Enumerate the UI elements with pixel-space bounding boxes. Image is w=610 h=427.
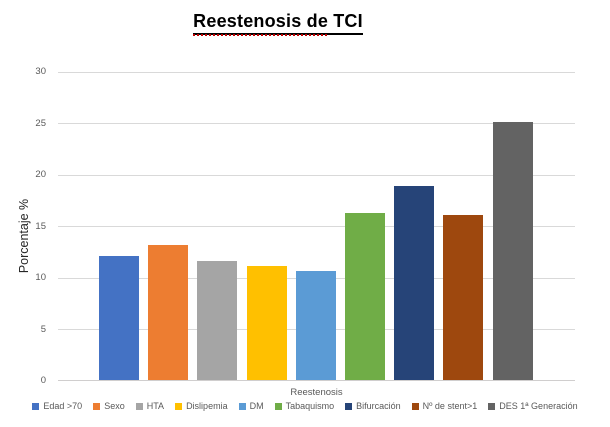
legend-item-des-1-generacion[interactable]: DES 1ª Generación [488,401,578,411]
bar-hta[interactable] [197,261,238,380]
bar-bifurcacion[interactable] [394,186,435,380]
bar-tabaquismo[interactable] [345,213,385,380]
legend-label: Edad >70 [43,401,83,411]
legend-label: Sexo [104,401,125,411]
bar-sexo[interactable] [148,245,189,380]
plot-area [58,71,575,381]
chart-title-wrap: Reestenosis de TCI [0,11,556,36]
bar-des-1-generacion[interactable] [492,122,533,380]
legend-swatch-icon [345,402,353,410]
legend-label: DES 1ª Generación [499,401,578,411]
legend-label: Nº de stent>1 [422,401,478,411]
bar-edad-70[interactable] [99,256,139,380]
gridline-30 [58,71,575,73]
legend-item-sexo[interactable]: Sexo [93,401,125,411]
spellcheck-underline [193,34,328,36]
legend-swatch-icon [32,402,40,410]
x-axis-line [58,380,575,381]
y-tick-label-15: 15 [35,220,46,232]
legend-item-hta[interactable]: HTA [135,401,165,411]
legend-label: HTA [146,401,165,411]
legend-label: Bifurcación [356,401,401,411]
legend-item-dislipemia[interactable]: Dislipemia [175,401,228,411]
legend-item-edad-70[interactable]: Edad >70 [32,401,82,411]
legend-swatch-icon [274,402,282,410]
legend-item-dm[interactable]: DM [238,401,264,411]
chart-title[interactable]: Reestenosis de TCI [193,11,363,36]
legend: Edad >70 Sexo HTA Dislipemia DM Tabaquismo Bif… [0,401,610,411]
gridline-20 [58,174,575,176]
legend-swatch-icon [411,402,419,410]
legend-item-n-de-stent-1[interactable]: Nº de stent>1 [411,401,478,411]
bar-dm[interactable] [295,271,336,380]
gridline-15 [58,226,575,227]
legend-label: DM [249,401,264,411]
gridline-25 [58,123,575,124]
x-axis-category-label: Reestenosis [290,387,343,398]
y-tick-label-5: 5 [40,323,46,335]
y-axis-title[interactable]: Porcentaje % [17,198,31,274]
bar-n-de-stent-1[interactable] [443,215,484,380]
legend-swatch-icon [175,402,183,410]
legend-label: Dislipemia [186,401,228,411]
y-tick-label-30: 30 [35,66,46,77]
legend-item-bifurcacion[interactable]: Bifurcación [345,401,401,411]
y-tick-label-0: 0 [40,375,46,386]
legend-swatch-icon [238,402,246,410]
y-tick-label-10: 10 [35,272,46,283]
legend-label: Tabaquismo [285,401,335,411]
legend-item-tabaquismo[interactable]: Tabaquismo [274,401,335,411]
bar-dislipemia[interactable] [246,266,287,380]
y-tick-label-20: 20 [35,169,46,180]
legend-swatch-icon [93,402,101,410]
y-tick-label-25: 25 [35,117,46,129]
legend-swatch-icon [135,402,143,410]
legend-swatch-icon [488,402,496,410]
